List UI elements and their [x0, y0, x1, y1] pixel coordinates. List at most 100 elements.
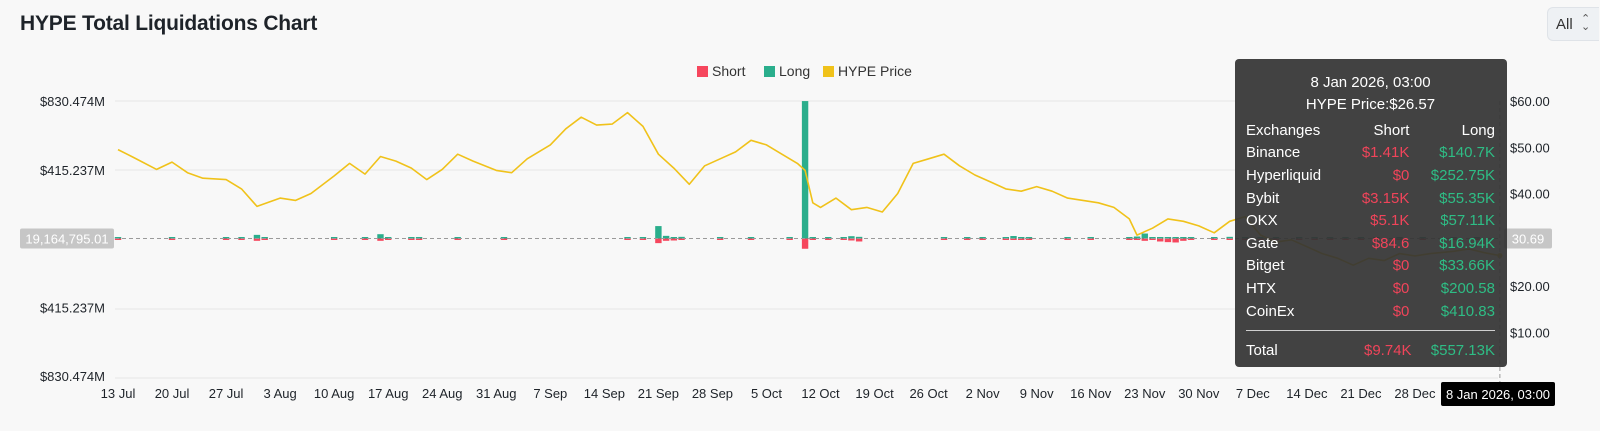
- short-bar: [655, 238, 662, 244]
- short-bar: [1180, 238, 1187, 241]
- x-tick-label: 5 Oct: [751, 386, 782, 401]
- x-tick-label: 20 Jul: [155, 386, 190, 401]
- long-bar: [979, 237, 986, 239]
- right-tick-label: $40.00: [1510, 187, 1550, 202]
- long-bar: [222, 237, 230, 239]
- long-bar: [500, 237, 508, 239]
- long-bar: [1064, 237, 1071, 239]
- tooltip-short: $1.41K: [1361, 144, 1410, 162]
- tooltip-long: $200.58: [1440, 279, 1495, 297]
- long-bar: [678, 236, 685, 239]
- long-bar: [1133, 236, 1141, 239]
- crosshair-x-box: [1441, 382, 1555, 406]
- x-tick-label: 21 Dec: [1340, 386, 1382, 401]
- crosshair-x-label: 8 Jan 2026, 03:00: [1446, 387, 1550, 402]
- long-bar: [855, 236, 863, 239]
- x-tick-label: 7 Sep: [533, 386, 567, 401]
- short-bar: [964, 238, 971, 240]
- left-tick-label: $830.474M: [40, 94, 105, 109]
- long-bar: [809, 237, 816, 239]
- short-bar: [848, 238, 855, 241]
- short-bar: [408, 238, 415, 240]
- long-bar: [114, 237, 122, 239]
- tooltip-row: Bybit $3.15K $55.35K: [1246, 187, 1495, 210]
- long-bar: [1149, 237, 1156, 239]
- tooltip-long: $16.94K: [1439, 234, 1495, 252]
- short-bar: [1133, 238, 1141, 240]
- legend-swatch: [697, 66, 708, 77]
- long-bar: [624, 237, 631, 239]
- short-bar: [361, 238, 369, 240]
- tooltip-total-short: $9.74K: [1364, 342, 1412, 360]
- chart-legend[interactable]: Short Long HYPE Price: [697, 63, 912, 79]
- short-bar: [855, 238, 863, 242]
- short-bar: [1002, 238, 1009, 240]
- short-bar: [330, 238, 338, 240]
- short-bar: [1087, 238, 1094, 240]
- short-bar: [114, 238, 122, 240]
- tooltip-exchange: OKX: [1246, 212, 1278, 230]
- x-tick-label: 3 Aug: [263, 386, 296, 401]
- tooltip-row: CoinEx $0 $410.83: [1246, 300, 1495, 323]
- x-tick-label: 9 Nov: [1020, 386, 1054, 401]
- chart-tooltip: 8 Jan 2026, 03:00 HYPE Price:$26.57 Exch…: [1235, 59, 1507, 367]
- x-tick-label: 7 Dec: [1236, 386, 1270, 401]
- crosshair-right-box: [1504, 228, 1552, 249]
- long-bar: [408, 237, 415, 239]
- short-bar: [840, 238, 847, 240]
- tooltip-col-short: Short: [1373, 121, 1410, 139]
- long-bar: [1180, 237, 1187, 239]
- long-bar: [1164, 237, 1172, 239]
- tooltip-col-long: Long: [1461, 121, 1495, 139]
- short-bar: [1187, 238, 1195, 240]
- long-bar: [848, 236, 855, 239]
- short-bar: [253, 238, 261, 241]
- long-bar: [716, 237, 724, 239]
- tooltip-short: $0: [1392, 302, 1410, 320]
- x-tick-label: 14 Sep: [584, 386, 625, 401]
- long-bar: [1010, 236, 1017, 239]
- long-bar: [662, 235, 670, 239]
- tooltip-long: $140.7K: [1439, 144, 1495, 162]
- tooltip-exchange: Bybit: [1246, 189, 1280, 207]
- long-bar: [1172, 237, 1179, 239]
- long-bar: [261, 237, 268, 239]
- short-bar: [662, 238, 670, 241]
- time-range-select[interactable]: All ⌃ ⌄: [1547, 7, 1599, 41]
- short-bar: [1164, 238, 1172, 243]
- tooltip-short: $3.15K: [1361, 189, 1410, 207]
- short-bar: [747, 238, 755, 240]
- long-bar: [1025, 237, 1033, 239]
- right-tick-label: $20.00: [1510, 279, 1550, 294]
- left-tick-label: $415.237M: [40, 300, 105, 315]
- x-axis: 13 Jul 20 Jul 27 Jul 3 Aug 10 Aug 17 Aug 24 Au…: [101, 386, 1436, 401]
- long-bar: [1087, 237, 1094, 239]
- short-bar: [979, 238, 986, 240]
- long-bar: [940, 237, 948, 239]
- long-bar: [639, 237, 647, 239]
- long-bar: [655, 226, 662, 239]
- tooltip-table: Exchanges Short Long Binance $1.41K $140…: [1246, 119, 1495, 322]
- x-tick-label: 13 Jul: [101, 386, 136, 401]
- page-title: HYPE Total Liquidations Chart: [20, 12, 318, 35]
- right-tick-label: $10.00: [1510, 325, 1550, 340]
- x-tick-label: 31 Aug: [476, 386, 517, 401]
- long-bar: [361, 237, 369, 239]
- tooltip-divider: [1246, 330, 1495, 332]
- tooltip-row: Bitget $0 $33.66K: [1246, 255, 1495, 278]
- time-range-value: All: [1556, 16, 1573, 33]
- long-bar: [168, 237, 176, 239]
- legend-swatch: [823, 66, 834, 77]
- short-bar: [809, 238, 816, 240]
- x-tick-label: 24 Aug: [422, 386, 463, 401]
- short-bar: [1126, 238, 1133, 240]
- x-tick-label: 26 Oct: [909, 386, 948, 401]
- short-bar: [1025, 238, 1033, 240]
- tooltip-row: Hyperliquid $0 $252.75K: [1246, 164, 1495, 187]
- tooltip-long: $55.35K: [1439, 189, 1495, 207]
- tooltip-date: 8 Jan 2026, 03:00: [1310, 74, 1431, 91]
- long-bar: [330, 237, 338, 239]
- long-bar: [1226, 236, 1233, 239]
- short-bar: [500, 238, 508, 240]
